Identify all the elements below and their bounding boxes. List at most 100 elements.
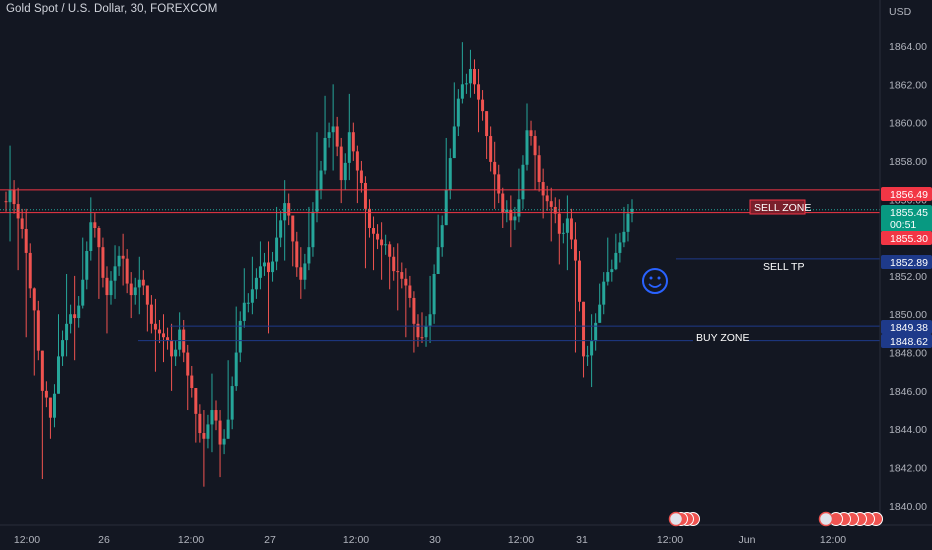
tag-buy-upper-text: 1849.38 <box>890 322 928 334</box>
y-tick-label: 1840.00 <box>889 501 927 513</box>
candle-body <box>65 323 69 341</box>
x-tick-label: 12:00 <box>508 534 534 546</box>
candle-body <box>468 68 472 84</box>
y-tick-label: 1858.00 <box>889 156 927 168</box>
candle-body <box>283 203 287 221</box>
candle-body <box>590 341 594 356</box>
candle-body <box>396 271 400 273</box>
x-axis-ticks: 12:00 26 12:00 27 12:00 30 12:00 31 12:00 Jun 12:0… <box>14 534 846 546</box>
candle-body <box>618 242 622 253</box>
candle-body <box>12 189 16 205</box>
candle-body <box>226 419 230 439</box>
candle-body <box>4 201 8 203</box>
candle-body <box>291 215 295 242</box>
candle-body <box>16 204 20 219</box>
candle-body <box>162 333 166 338</box>
candle-body <box>388 244 392 257</box>
candle-body <box>77 305 81 319</box>
x-tick-label: Jun <box>739 534 756 546</box>
candle-body <box>105 277 109 296</box>
candle-body <box>198 413 202 434</box>
tag-sell-upper <box>881 187 932 201</box>
tag-buy-lower-text: 1848.62 <box>890 336 928 348</box>
candle-body <box>145 285 149 305</box>
candle-body <box>416 323 420 338</box>
candle-body <box>424 325 428 338</box>
candle-body <box>133 287 137 296</box>
candle-body <box>436 247 440 274</box>
candle-body <box>85 251 89 280</box>
buy-zone-label-box[interactable] <box>693 330 746 344</box>
candle-body <box>52 393 56 418</box>
tag-buy-lower <box>881 334 932 348</box>
candle-body <box>307 247 311 264</box>
tag-countdown-text: 00:51 <box>890 219 916 231</box>
candle-body <box>194 388 198 414</box>
candle-body <box>101 247 105 278</box>
candle-body <box>493 161 497 175</box>
candle-body <box>432 273 436 315</box>
x-tick-label: 27 <box>264 534 276 546</box>
economic-events-right[interactable] <box>818 511 883 527</box>
x-tick-label: 12:00 <box>657 534 683 546</box>
candle-body <box>113 266 117 281</box>
candle-body <box>170 340 174 357</box>
candle-body <box>210 410 214 425</box>
candle-body <box>149 304 153 324</box>
candle-body <box>89 222 93 252</box>
candle-body <box>505 209 509 213</box>
tag-last-price-text: 1855.45 <box>890 207 928 219</box>
sell-tp-label: SELL TP <box>763 261 804 273</box>
buy-zone-label: BUY ZONE <box>696 332 749 344</box>
candle-body <box>372 228 376 234</box>
candle-body <box>20 218 24 229</box>
candle-body <box>254 277 258 290</box>
y-tick-label: 1850.00 <box>889 309 927 321</box>
candle-body <box>363 182 367 209</box>
candle-body <box>428 314 432 326</box>
candle-body <box>121 255 125 259</box>
candle-body <box>545 195 549 202</box>
candle-body <box>335 126 339 147</box>
candle-body <box>460 84 464 99</box>
candle-body <box>250 289 254 303</box>
candle-body <box>549 201 553 207</box>
candle-body <box>246 302 250 304</box>
candle-body <box>153 323 157 330</box>
candle-body <box>174 349 178 357</box>
candle-body <box>222 438 226 445</box>
candle-body <box>582 301 586 357</box>
y-tick-label: 1842.00 <box>889 463 927 475</box>
candle-body <box>586 355 590 357</box>
candle-body <box>157 329 161 334</box>
sell-zone-label-box[interactable] <box>749 199 806 215</box>
candle-body <box>311 211 315 248</box>
candle-body <box>509 209 513 221</box>
candle-body <box>517 199 521 217</box>
candle-body <box>109 280 113 296</box>
x-tick-label: 26 <box>98 534 110 546</box>
candle-body <box>166 337 170 341</box>
candle-body <box>477 84 481 100</box>
candle-body <box>129 283 133 296</box>
tag-sell-upper-text: 1856.49 <box>890 189 928 201</box>
candle-body <box>610 269 614 273</box>
candle-body <box>440 225 444 248</box>
candle-body <box>40 350 44 391</box>
candle-body <box>299 267 303 280</box>
candle-body <box>452 126 456 159</box>
candle-body <box>178 329 182 350</box>
x-tick-label: 12:00 <box>14 534 40 546</box>
candle-body <box>319 170 323 190</box>
tag-buy-upper <box>881 320 932 334</box>
economic-events-left[interactable] <box>668 511 700 527</box>
candle-body <box>444 189 448 226</box>
smiley-icon[interactable] <box>642 268 668 294</box>
candle-body <box>206 424 210 439</box>
candle-body <box>48 397 52 418</box>
candle-body <box>262 262 266 267</box>
candle-body <box>367 208 371 229</box>
candle-body <box>234 352 238 387</box>
y-tick-label: 1846.00 <box>889 386 927 398</box>
